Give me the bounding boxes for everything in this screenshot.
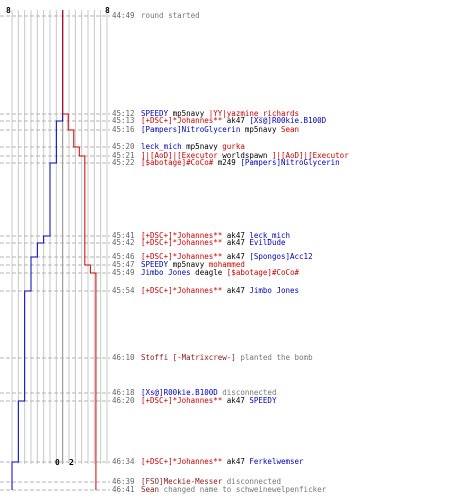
event-time: 46:10 (112, 353, 135, 362)
t-end-count: 2 (69, 458, 74, 467)
event-row: [+DSC+]*Johannes** ak47 [Spongos]Acc12 (141, 252, 313, 261)
event-time: 45:20 (112, 142, 135, 151)
event-time: 45:41 (112, 231, 135, 240)
event-weapon: ak47 (222, 286, 250, 295)
player-name: [$abotage]#CoCo# (226, 268, 300, 277)
event-row: [$abotage]#CoCo# m249 [Pampers]NitroGlyc… (141, 158, 340, 167)
event-weapon: mp5navy (168, 109, 209, 118)
event-row: leck_mich mp5navy gurka (141, 142, 245, 151)
event-weapon: mp5navy (240, 125, 281, 134)
player-name: leck_mich (249, 231, 291, 240)
player-name: [+DSC+]*Johannes** (141, 116, 223, 125)
event-row: Sean changed name to schweinewelpenficke… (141, 485, 326, 494)
event-weapon: ak47 (222, 396, 250, 405)
event-time: 45:12 (112, 109, 135, 118)
player-name: [Spongos]Acc12 (249, 252, 313, 261)
ct-start-count: 8 (6, 6, 11, 15)
player-name: [+DSC+]*Johannes** (141, 231, 223, 240)
event-time: 46:41 (112, 485, 135, 494)
event-weapon: m249 (213, 158, 241, 167)
event-time: 45:46 (112, 252, 135, 261)
event-row: [+DSC+]*Johannes** ak47 EvilDude (141, 238, 286, 247)
player-name: |YY|yazmine_richards (208, 109, 300, 118)
event-time: 46:18 (112, 388, 135, 397)
event-row: ]|[AoD]|[Executor worldspawn ]|[AoD]|[Ex… (141, 151, 349, 160)
player-name: [$abotage]#CoCo# (141, 158, 214, 167)
event-weapon: ak47 (222, 231, 250, 240)
event-weapon: mp5navy (181, 142, 223, 151)
event-weapon: ak47 (222, 252, 250, 261)
event-weapon: deagle (190, 268, 227, 277)
event-time: 46:20 (112, 396, 135, 405)
event-row: [+DSC+]*Johannes** ak47 [Xs@]R00kie.B100… (141, 116, 326, 125)
t-alive-line (62, 10, 97, 490)
player-name: [+DSC+]*Johannes** (141, 457, 223, 466)
event-row: [Pampers]NitroGlycerin mp5navy Sean (141, 125, 299, 134)
player-name: Sean (280, 125, 300, 134)
t-start-count: 8 (105, 6, 110, 15)
player-name: SPEEDY (249, 396, 277, 405)
event-row: [+DSC+]*Johannes** ak47 Ferkelwemser (141, 457, 304, 466)
event-row: Jimbo Jones deagle [$abotage]#CoCo# (141, 268, 299, 277)
player-name: [Xs@]R00kie.B100D (141, 388, 218, 397)
player-name: [Xs@]R00kie.B100D (249, 116, 327, 125)
event-row: [+DSC+]*Johannes** ak47 SPEEDY (141, 396, 276, 405)
player-name: Ferkelwemser (249, 457, 304, 466)
player-name: [+DSC+]*Johannes** (141, 396, 223, 405)
event-time: 45:49 (112, 268, 135, 277)
player-name: [+DSC+]*Johannes** (141, 252, 223, 261)
event-row: SPEEDY mp5navy mohammed (141, 260, 245, 269)
player-name: ]|[AoD]|[Executor (141, 151, 218, 160)
ct-end-count: 0 (55, 458, 60, 467)
player-name: [FSO]Meckie-Messer (141, 477, 223, 486)
event-row: [+DSC+]*Johannes** ak47 Jimbo Jones (141, 286, 299, 295)
player-name: Stoffi [-Matrixcrew-] (141, 353, 236, 362)
player-name: [Pampers]NitroGlycerin (240, 158, 340, 167)
event-time: 46:39 (112, 477, 135, 486)
event-text: planted the bomb (235, 353, 313, 362)
event-row: round started (141, 11, 200, 20)
event-text: round started (141, 11, 200, 20)
event-text: disconnected (222, 477, 281, 486)
event-time: 46:34 (112, 457, 135, 466)
event-time: 44:49 (112, 11, 135, 20)
player-name: SPEEDY (141, 109, 169, 118)
event-time: 45:42 (112, 238, 135, 247)
player-name: mohammed (208, 260, 245, 269)
player-name: Sean (141, 485, 160, 494)
event-weapon: worldspawn (217, 151, 272, 160)
player-name: [Pampers]NitroGlycerin (141, 125, 241, 134)
event-time: 45:47 (112, 260, 135, 269)
event-weapon: mp5navy (168, 260, 209, 269)
event-row: SPEEDY mp5navy |YY|yazmine_richards (141, 109, 299, 118)
player-name: SPEEDY (141, 260, 169, 269)
event-time: 45:16 (112, 125, 135, 134)
event-connector-lines (0, 15, 110, 491)
event-time: 45:21 (112, 151, 135, 160)
player-name: Jimbo Jones (249, 286, 300, 295)
event-row: [Xs@]R00kie.B100D disconnected (141, 388, 276, 397)
player-name: EvilDude (249, 238, 286, 247)
player-name: [+DSC+]*Johannes** (141, 286, 223, 295)
player-name: ]|[AoD]|[Executor (271, 151, 349, 160)
player-name: gurka (222, 142, 245, 151)
event-weapon: ak47 (222, 116, 250, 125)
player-name: Jimbo Jones (141, 268, 191, 277)
event-time: 45:22 (112, 158, 135, 167)
player-name: [+DSC+]*Johannes** (141, 238, 223, 247)
event-text: changed name to schweinewelpenficker (159, 485, 327, 494)
event-time: 45:54 (112, 286, 135, 295)
event-weapon: ak47 (222, 238, 250, 247)
event-row: [FSO]Meckie-Messer disconnected (141, 477, 281, 486)
event-row: Stoffi [-Matrixcrew-] planted the bomb (141, 353, 313, 362)
event-row: [+DSC+]*Johannes** ak47 leck_mich (141, 231, 290, 240)
ct-alive-line (11, 10, 64, 490)
event-text: disconnected (217, 388, 277, 397)
player-name: leck_mich (141, 142, 182, 151)
event-time: 45:13 (112, 116, 135, 125)
event-weapon: ak47 (222, 457, 250, 466)
